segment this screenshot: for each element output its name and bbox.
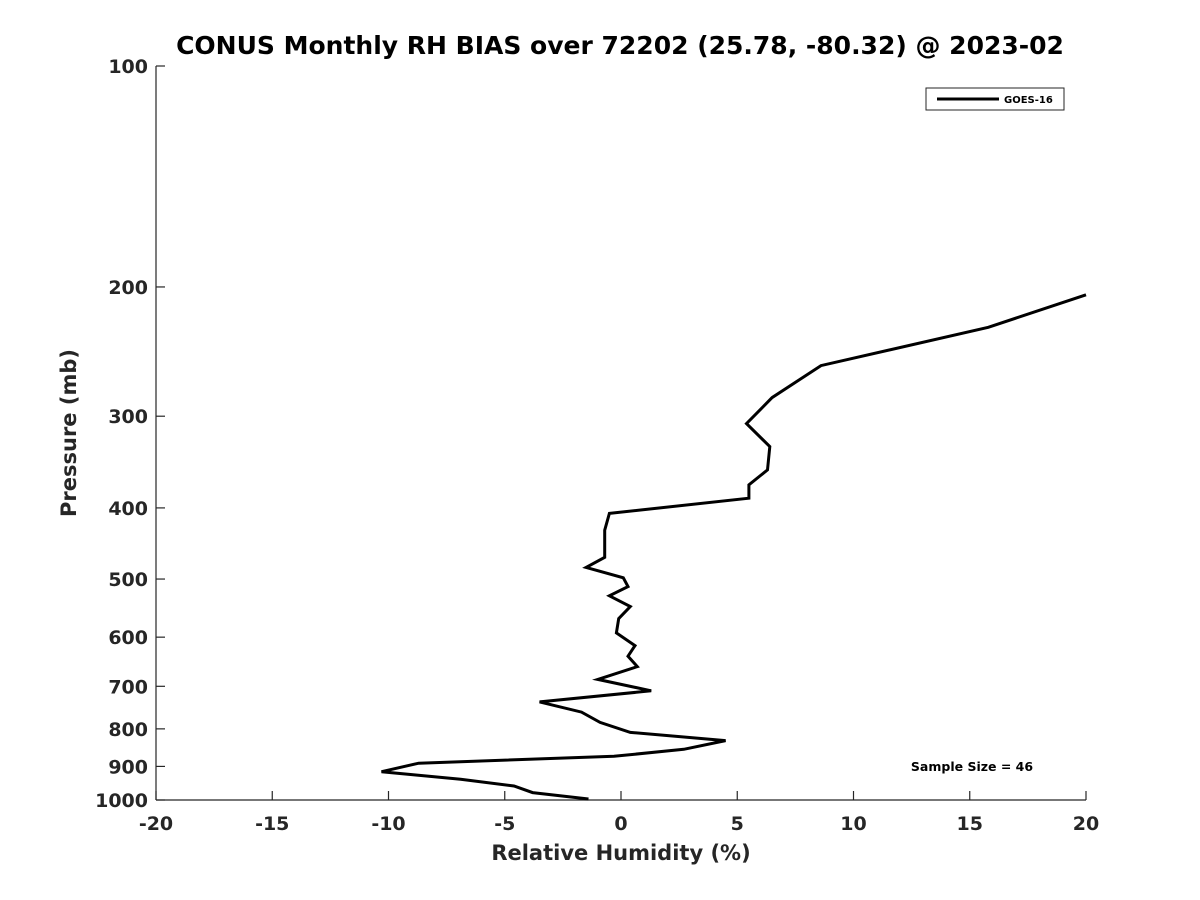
series-layer: [381, 293, 1087, 801]
x-axis-label: Relative Humidity (%): [491, 841, 750, 865]
x-tick-label: -10: [371, 813, 405, 835]
series-line-goes-16: [381, 293, 1087, 801]
y-tick-label: 900: [108, 756, 148, 778]
chart-title: CONUS Monthly RH BIAS over 72202 (25.78,…: [176, 31, 1064, 60]
x-tick-label: 20: [1073, 813, 1099, 835]
plot-area: [155, 66, 1086, 801]
y-tick-label: 100: [108, 56, 148, 78]
y-tick-label: 300: [108, 406, 148, 428]
x-tick-label: -15: [255, 813, 289, 835]
x-tick-label: 5: [731, 813, 744, 835]
y-tick-label: 700: [108, 676, 148, 698]
y-tick-label: 500: [108, 569, 148, 591]
x-tick-label: -20: [139, 813, 173, 835]
x-tick-label: -5: [494, 813, 515, 835]
x-tick-label: 15: [957, 813, 983, 835]
y-axis-label: Pressure (mb): [57, 349, 81, 517]
y-axis-ticks: 100 200 300 400 500 600 700 800 900 1000: [95, 56, 165, 812]
y-tick-label: 800: [108, 719, 148, 741]
x-axis-ticks: -20 -15 -10 -5 0 5 10 15 20: [139, 791, 1099, 835]
legend: GOES-16: [925, 87, 1065, 111]
legend-entry-label: GOES-16: [1004, 95, 1053, 106]
sample-size-annotation: Sample Size = 46: [911, 759, 1033, 774]
y-tick-label: 600: [108, 627, 148, 649]
x-tick-label: 0: [614, 813, 627, 835]
y-tick-label: 1000: [95, 790, 148, 812]
y-tick-label: 400: [108, 498, 148, 520]
y-tick-label: 200: [108, 277, 148, 299]
x-tick-label: 10: [840, 813, 866, 835]
